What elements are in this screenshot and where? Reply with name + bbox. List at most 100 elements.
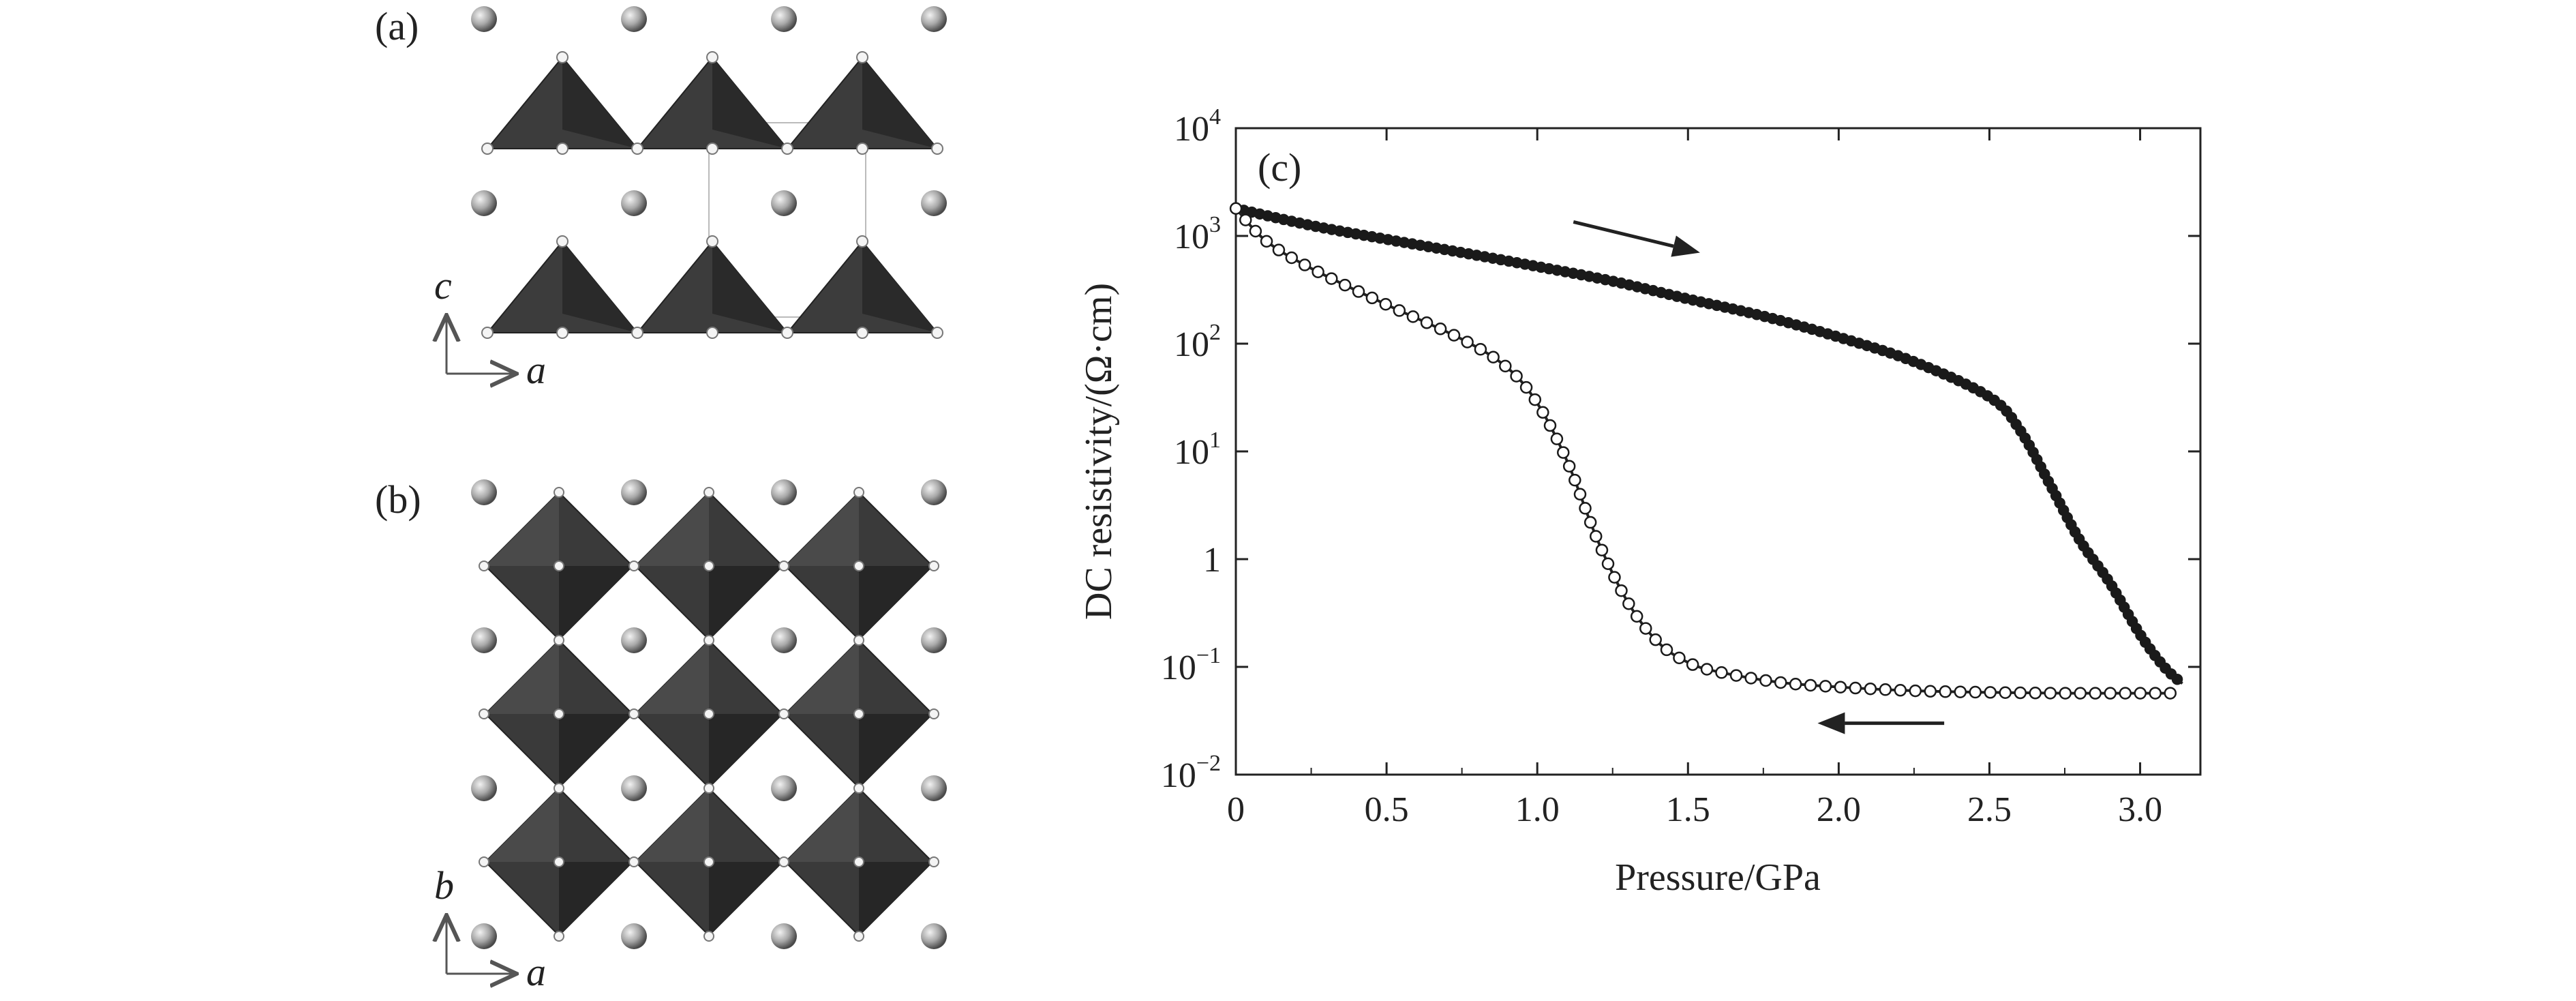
data-point <box>1864 682 1877 696</box>
y-tick-label: 102 <box>1174 320 1221 364</box>
data-point <box>1595 543 1609 556</box>
data-point <box>1579 502 1592 515</box>
data-point <box>1774 676 1787 689</box>
panel-c-chart: (c) 0 0.5 1.0 1.5 2.0 2.5 3.0 10−210−111011021… <box>1078 104 2202 899</box>
data-point <box>1406 310 1420 323</box>
x-tick-label: 0 <box>1227 790 1245 829</box>
data-point <box>2059 687 2072 700</box>
data-point <box>1744 672 1757 685</box>
data-point <box>1550 432 1564 445</box>
data-point <box>1573 488 1587 501</box>
data-point <box>1325 272 1338 285</box>
panel-a-label: (a) <box>375 4 419 48</box>
x-tick-label: 3.0 <box>2118 790 2162 829</box>
data-point <box>1474 342 1487 356</box>
octahedron <box>484 639 634 789</box>
data-point <box>2171 673 2183 685</box>
data-point <box>1584 516 1597 529</box>
y-axis: 10−2 10−1 1 101 102 103 104 <box>1161 104 2200 795</box>
data-point <box>1239 213 1252 226</box>
tetrahedron-face <box>862 241 937 333</box>
b-axis-label: b <box>434 863 454 908</box>
panel-c-label: (c) <box>1258 145 1301 190</box>
data-point <box>1999 686 2012 699</box>
y-tick-label: 101 <box>1174 428 1221 472</box>
panel-a-crystal-structure <box>471 6 947 339</box>
unit-cell-outline <box>708 122 866 318</box>
data-point <box>1759 674 1772 687</box>
x-axis-title: Pressure/GPa <box>1615 856 1821 899</box>
tetrahedron-face <box>562 57 637 149</box>
data-point <box>1789 677 1802 691</box>
series-0-markers <box>1230 203 2183 685</box>
data-point <box>1365 291 1379 305</box>
data-point <box>1528 393 1542 406</box>
data-point <box>1630 610 1643 623</box>
tetrahedron-face <box>862 57 937 149</box>
data-point <box>1984 686 1997 699</box>
data-point <box>1715 666 1728 679</box>
data-point <box>1312 265 1324 279</box>
y-tick-label: 104 <box>1174 104 1221 149</box>
data-point <box>1420 316 1434 329</box>
data-point <box>1819 680 1832 693</box>
data-point <box>1447 329 1461 342</box>
data-point <box>1673 651 1686 665</box>
panel-a: (a) <box>375 4 947 392</box>
panel-b-label: (b) <box>375 477 421 522</box>
y-axis-title: DC resistivity/(Ω·cm) <box>1078 283 1120 620</box>
panel-a-axes-indicator: c a <box>434 263 546 392</box>
data-point <box>1909 684 1922 698</box>
data-point <box>1272 243 1286 256</box>
x-tick-label: 2.0 <box>1817 790 1861 829</box>
large-atoms-a <box>471 6 947 216</box>
data-point <box>1639 622 1652 635</box>
data-point <box>1729 669 1743 682</box>
data-point <box>1543 419 1557 432</box>
octahedron <box>784 491 934 641</box>
plot-annotations <box>1573 220 1945 734</box>
right-arrow <box>1573 220 1700 257</box>
data-point <box>1969 685 1982 699</box>
data-point <box>1461 335 1474 348</box>
x-axis: 0 0.5 1.0 1.5 2.0 2.5 3.0 <box>1227 128 2162 829</box>
x-tick-label: 1.5 <box>1666 790 1710 829</box>
data-point <box>1660 643 1673 657</box>
tetrahedra-row-bottom <box>485 240 939 333</box>
data-point <box>1686 658 1699 671</box>
data-point <box>1894 684 1907 697</box>
data-point <box>1589 530 1603 543</box>
x-tick-label: 2.5 <box>1967 790 2012 829</box>
y-tick-label: 103 <box>1174 212 1221 256</box>
large-atoms-b <box>471 479 947 949</box>
data-point <box>1804 678 1817 692</box>
data-point <box>2104 687 2117 700</box>
data-point <box>2044 687 2057 700</box>
panel-b: (b) b a <box>375 477 947 994</box>
data-point <box>2029 687 2042 700</box>
octahedron <box>634 491 784 641</box>
left-arrow <box>1817 712 1945 734</box>
data-point <box>2119 687 2132 700</box>
octahedron <box>634 787 784 937</box>
data-point <box>1700 663 1714 676</box>
data-point <box>1338 278 1352 292</box>
data-point <box>1260 235 1273 248</box>
data-point <box>2164 687 2177 700</box>
data-point <box>1601 557 1615 571</box>
data-point <box>2074 687 2087 700</box>
data-point <box>1849 681 1862 695</box>
vertex-atoms-a <box>481 51 943 339</box>
data-point <box>1834 681 1847 693</box>
data-point <box>1557 446 1570 459</box>
data-point <box>1510 370 1523 383</box>
tetrahedron-face <box>562 241 637 333</box>
octahedron <box>634 639 784 789</box>
x-tick-label: 1.0 <box>1515 790 1560 829</box>
series-1-markers <box>1229 202 2177 700</box>
data-point <box>1499 359 1512 373</box>
data-point <box>1393 304 1406 317</box>
a-axis-label: a <box>526 348 546 392</box>
data-point <box>1649 633 1662 646</box>
data-point <box>1352 285 1365 298</box>
